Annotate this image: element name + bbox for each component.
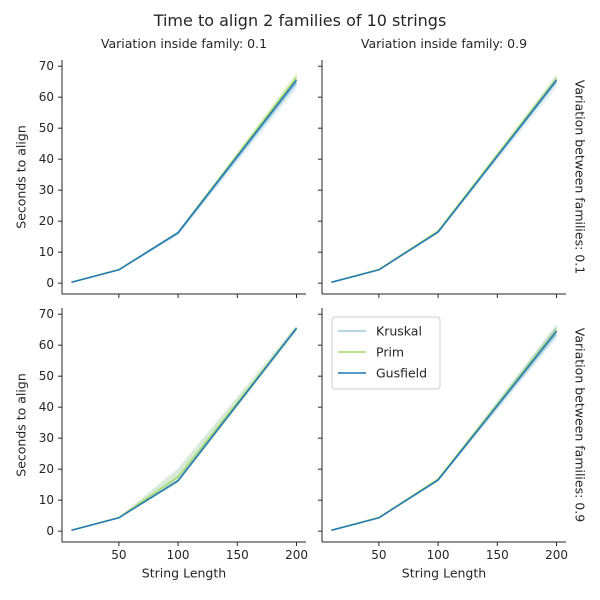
x-axis-label: String Length [402, 566, 486, 581]
band-prim [71, 72, 297, 283]
facet-panel-0-0: 0 10 20 30 40 50 60 70 Variation inside family: … [14, 36, 306, 298]
column-title: Variation inside family: 0.9 [361, 36, 527, 51]
band-gusfield [71, 77, 297, 283]
y-tick-label: 10 [39, 493, 54, 507]
facet-panel-1-0: 0 10 20 30 40 50 60 70 50 100 150 200 Seconds to ali… [14, 307, 308, 580]
x-tick-label: 150 [486, 548, 509, 562]
y-tick-label: 20 [39, 462, 54, 476]
row-title: Variation between families: 0.1 [573, 80, 588, 274]
x-tick-label: 150 [226, 548, 249, 562]
series-line-prim [71, 76, 298, 283]
legend-box [331, 316, 441, 390]
y-tick-label: 50 [39, 121, 54, 135]
facet-panel-1-1: 50 100 150 200 Variation between families: 0… [318, 308, 588, 581]
x-axis-label: String Length [142, 566, 226, 581]
x-tick-label: 50 [111, 548, 126, 562]
legend-label-prim: Prim [376, 345, 404, 360]
y-tick-label: 60 [39, 338, 54, 352]
x-tick-label: 100 [427, 548, 450, 562]
series-line-gusfield [331, 330, 558, 531]
series-line-gusfield [71, 327, 298, 531]
y-tick-label: 30 [39, 183, 54, 197]
row-title: Variation between families: 0.9 [573, 328, 588, 522]
y-tick-label: 20 [39, 214, 54, 228]
y-tick-label: 10 [39, 245, 54, 259]
y-tick-label: 50 [39, 369, 54, 383]
series-line-kruskal [331, 81, 558, 283]
y-tick-label: 60 [39, 90, 54, 104]
band-kruskal [331, 75, 557, 283]
y-tick-label: 30 [39, 431, 54, 445]
band-gusfield [71, 326, 297, 531]
y-tick-label: 70 [39, 307, 54, 321]
band-prim [71, 325, 297, 531]
x-tick-label: 100 [167, 548, 190, 562]
facet-panel-0-1: Variation inside family: 0.9 Variation be… [318, 36, 588, 298]
series-line-gusfield [71, 79, 298, 283]
panels: 0 10 20 30 40 50 60 70 Variation inside family: … [14, 36, 588, 581]
series-line-prim [331, 78, 558, 283]
band-kruskal [71, 325, 297, 531]
series-line-gusfield [331, 79, 558, 283]
y-tick-label: 40 [39, 400, 54, 414]
y-axis-label: Seconds to align [14, 373, 29, 476]
legend: Kruskal Prim Gusfield [331, 316, 441, 390]
x-tick-label: 200 [545, 548, 568, 562]
series-line-kruskal [71, 82, 298, 283]
band-prim [331, 73, 557, 283]
x-tick-label: 200 [285, 548, 308, 562]
chart-title: Time to align 2 families of 10 strings [153, 11, 447, 30]
y-axis-label: Seconds to align [14, 125, 29, 228]
legend-label-kruskal: Kruskal [376, 324, 422, 339]
y-tick-label: 70 [39, 59, 54, 73]
column-title: Variation inside family: 0.1 [101, 36, 267, 51]
band-gusfield [331, 77, 557, 283]
legend-label-gusfield: Gusfield [376, 366, 427, 381]
y-tick-label: 40 [39, 152, 54, 166]
y-tick-label: 0 [46, 276, 54, 290]
series-line-kruskal [71, 328, 298, 531]
x-tick-label: 50 [371, 548, 386, 562]
band-kruskal [71, 78, 297, 283]
series-line-prim [71, 327, 298, 531]
y-tick-label: 0 [46, 524, 54, 538]
